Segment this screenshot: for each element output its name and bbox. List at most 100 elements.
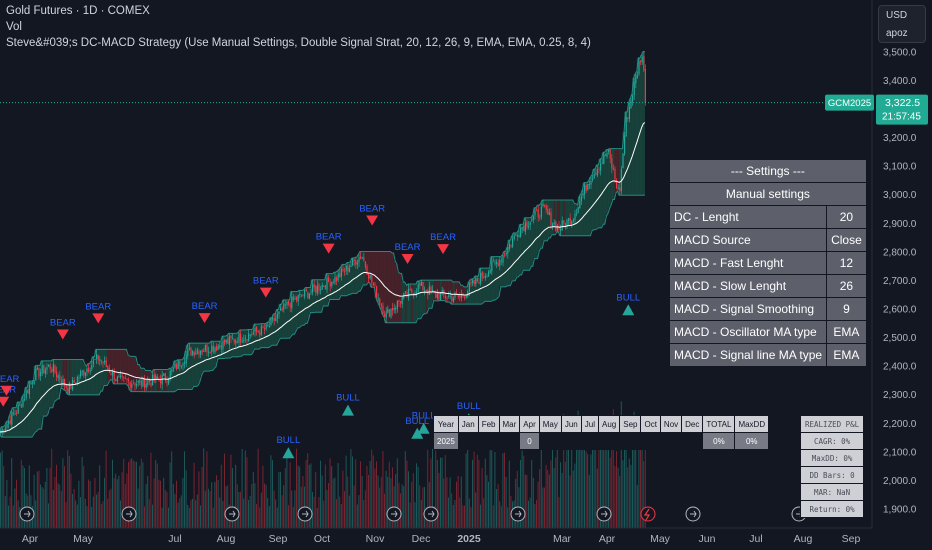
candle-body: [214, 347, 216, 353]
channel-slice: [390, 253, 393, 323]
volume-bar: [441, 457, 443, 528]
candle-body: [452, 298, 454, 303]
candle-body: [579, 200, 581, 209]
channel-slice: [568, 200, 570, 236]
channel-slice: [558, 200, 561, 236]
volume-bars: [0, 401, 646, 528]
candle-body: [251, 334, 253, 336]
candle-body: [59, 375, 61, 381]
candle-body: [422, 282, 424, 291]
bull-signal-arrow: [341, 404, 354, 416]
channel-slice: [268, 317, 271, 347]
channel-slice: [611, 148, 613, 200]
candle-body: [33, 380, 35, 384]
volume-bar: [52, 489, 54, 528]
candle-body: [409, 288, 411, 290]
channel-slice: [46, 360, 49, 414]
channel-slice: [182, 357, 185, 390]
channel-slice: [587, 180, 589, 236]
volume-bar: [49, 467, 51, 528]
channel-slice: [409, 283, 412, 323]
volume-bar: [374, 468, 376, 528]
volume-bar: [611, 448, 613, 528]
candle-body: [281, 308, 283, 311]
candle-body: [464, 296, 466, 298]
candle-body: [240, 333, 242, 342]
table-cell: Dec: [681, 415, 704, 433]
channel-slice: [27, 381, 29, 438]
volume-bar: [89, 480, 91, 528]
candle-body: [86, 368, 88, 373]
candle-body: [40, 372, 42, 377]
channel-slice: [270, 317, 273, 346]
table-cell: 0%: [702, 432, 736, 450]
channel-slice: [360, 251, 362, 289]
volume-bar: [176, 480, 177, 528]
volume-bar: [403, 486, 405, 528]
channel-slice: [352, 258, 354, 294]
candle-body: [89, 370, 91, 372]
candle-body: [568, 218, 570, 221]
channel-slice: [14, 407, 17, 438]
candle-body: [377, 298, 379, 300]
volume-bar: [553, 468, 555, 528]
volume-bar: [112, 459, 113, 528]
candle-body: [606, 153, 608, 157]
channel-slice: [616, 148, 618, 191]
candle-body: [448, 295, 450, 297]
currency-selector[interactable]: USD apoz: [878, 5, 926, 43]
channel-slice: [448, 280, 450, 303]
volume-bar: [555, 457, 557, 528]
volume-bar: [284, 467, 286, 528]
channel-slice: [492, 256, 495, 301]
volume-bar: [262, 465, 264, 528]
strategy-title[interactable]: Steve&#039;s DC-MACD Strategy (Use Manua…: [6, 37, 591, 49]
table-row: MAR: NaN: [799, 483, 865, 501]
channel-slice: [308, 287, 311, 313]
candle-body: [112, 371, 114, 376]
volume-bar: [230, 454, 232, 528]
volume-bar: [404, 451, 406, 528]
candle-body: [456, 293, 458, 295]
channel-slice: [592, 169, 594, 230]
volume-bar: [0, 452, 1, 528]
candle-body: [576, 213, 578, 215]
candle-body: [497, 263, 499, 266]
volume-bar: [624, 446, 625, 528]
volume-bar: [633, 411, 635, 528]
volume-bar: [632, 448, 633, 528]
donchian-channel: [0, 51, 645, 438]
volume-bar: [344, 491, 345, 528]
candle-body: [616, 179, 618, 188]
volume-bar: [86, 505, 88, 528]
volume-bar: [51, 448, 53, 528]
candle-body: [428, 286, 430, 295]
x-tick-label: May: [650, 533, 671, 545]
candle-body: [526, 221, 528, 228]
channel-slice: [617, 148, 620, 196]
candle-body: [51, 369, 53, 372]
channel-slice: [638, 57, 641, 196]
candle-body: [336, 278, 338, 281]
volume-bar: [193, 462, 195, 528]
volume-bar: [612, 409, 614, 528]
table-cell: 12: [826, 251, 867, 275]
volume-bar: [561, 472, 563, 528]
candle-body: [561, 220, 563, 231]
volume-bar: [505, 476, 507, 528]
table-cell: [681, 432, 704, 450]
candle-body: [411, 289, 413, 293]
bull-signal-label: BULL: [276, 435, 300, 446]
channel-slice: [288, 299, 290, 339]
y-tick-label: 2,600.0: [883, 305, 917, 316]
candle-body: [617, 187, 619, 189]
channel-slice: [275, 309, 277, 346]
volume-bar: [324, 464, 326, 528]
candle-body: [30, 382, 32, 385]
channel-slice: [33, 365, 36, 433]
volume-bar: [108, 490, 110, 528]
bear-signal-arrow: [56, 329, 69, 340]
volume-bar: [4, 496, 6, 528]
volume-bar: [428, 482, 430, 528]
